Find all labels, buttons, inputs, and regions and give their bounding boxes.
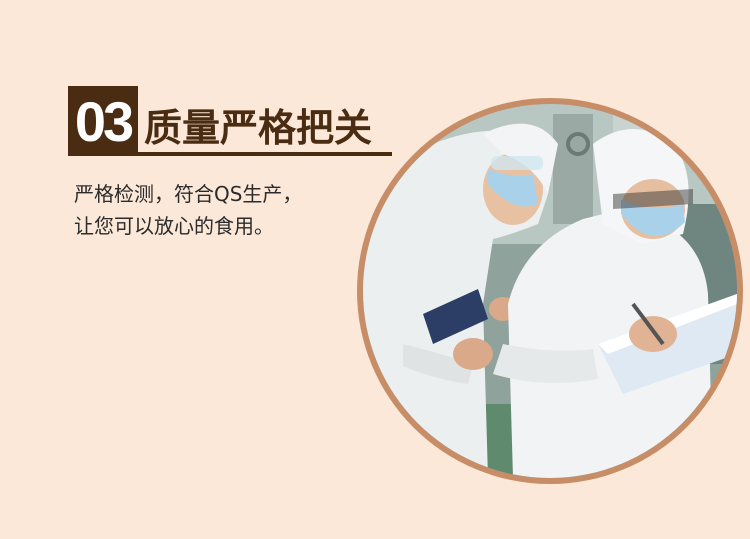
description-line-2: 让您可以放心的食用。 bbox=[74, 214, 274, 238]
title-underline bbox=[138, 152, 392, 156]
inspection-illustration bbox=[363, 104, 737, 478]
description-line-1: 严格检测，符合QS生产， bbox=[74, 182, 303, 206]
section-number: 03 bbox=[74, 90, 134, 153]
section-title: 质量严格把关 bbox=[144, 106, 373, 150]
section-description: 严格检测，符合QS生产， 让您可以放心的食用。 bbox=[74, 178, 302, 242]
quality-inspection-photo bbox=[363, 104, 737, 478]
section-number-badge: 03 bbox=[68, 86, 138, 156]
